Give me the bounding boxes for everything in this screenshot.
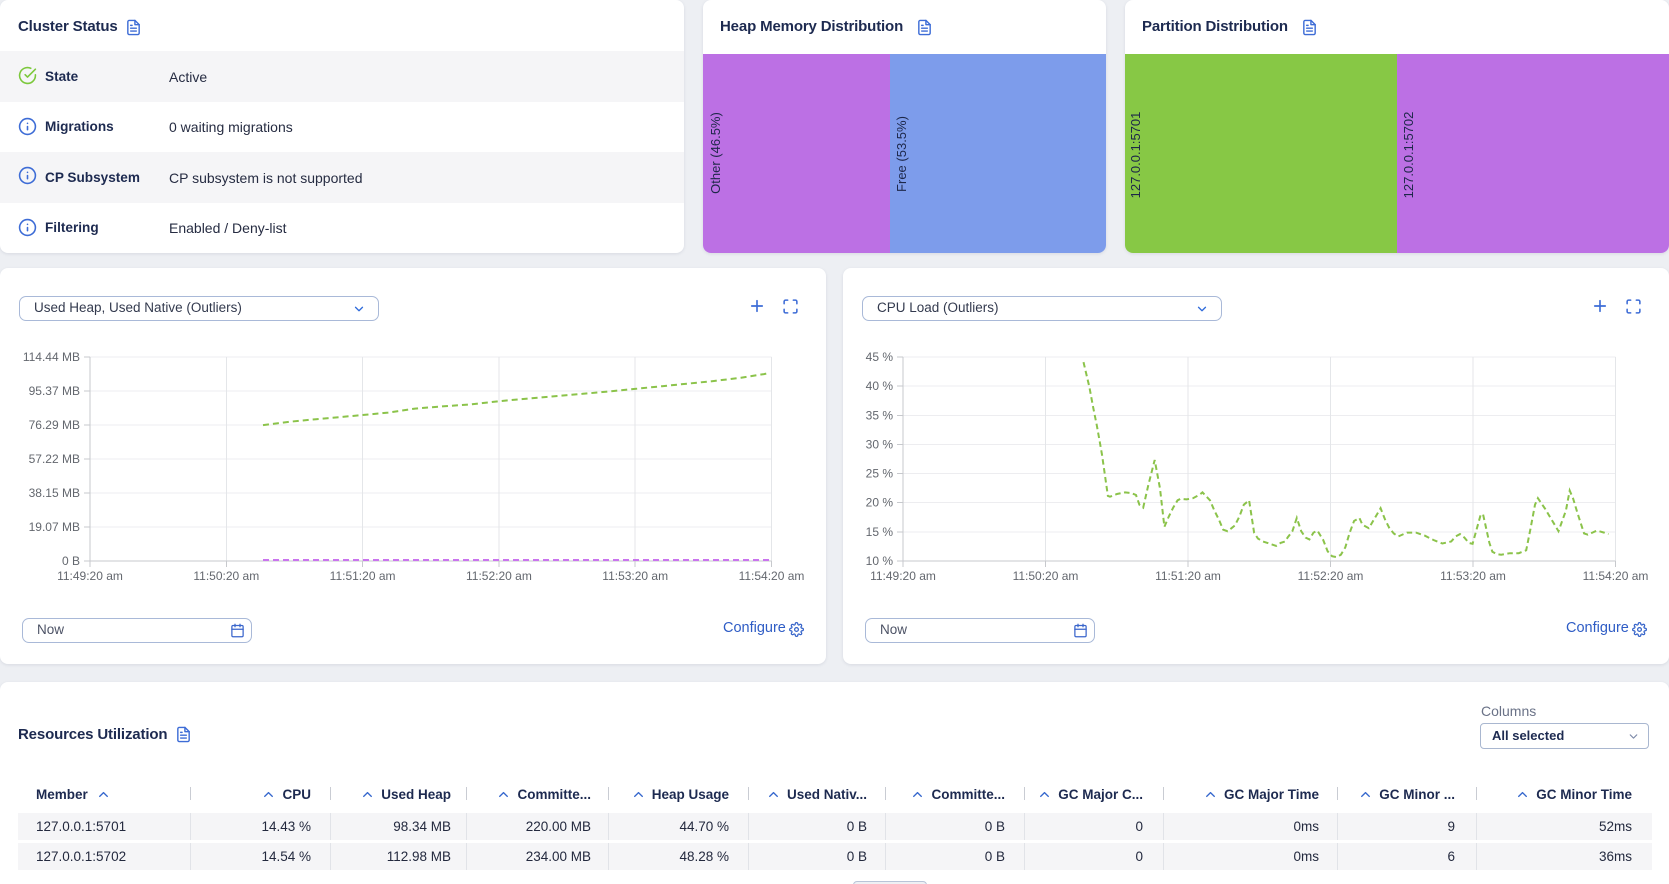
- svg-text:76.29 MB: 76.29 MB: [29, 418, 80, 432]
- svg-text:11:54:20 am: 11:54:20 am: [739, 569, 805, 583]
- svg-text:11:52:20 am: 11:52:20 am: [1298, 569, 1364, 583]
- svg-text:30 %: 30 %: [866, 437, 894, 451]
- svg-text:11:49:20 am: 11:49:20 am: [57, 569, 123, 583]
- svg-text:35 %: 35 %: [866, 408, 894, 422]
- svg-text:20 %: 20 %: [866, 496, 894, 510]
- svg-text:11:51:20 am: 11:51:20 am: [330, 569, 396, 583]
- svg-text:11:54:20 am: 11:54:20 am: [1583, 569, 1649, 583]
- svg-text:114.44 MB: 114.44 MB: [23, 350, 80, 364]
- svg-text:11:52:20 am: 11:52:20 am: [466, 569, 532, 583]
- svg-text:57.22 MB: 57.22 MB: [29, 452, 80, 466]
- svg-text:11:49:20 am: 11:49:20 am: [870, 569, 936, 583]
- svg-text:0 B: 0 B: [62, 554, 80, 568]
- svg-text:38.15 MB: 38.15 MB: [29, 486, 80, 500]
- svg-text:11:50:20 am: 11:50:20 am: [1013, 569, 1079, 583]
- svg-text:15 %: 15 %: [866, 525, 894, 539]
- svg-text:19.07 MB: 19.07 MB: [29, 520, 80, 534]
- svg-text:11:50:20 am: 11:50:20 am: [193, 569, 259, 583]
- svg-text:11:51:20 am: 11:51:20 am: [1155, 569, 1221, 583]
- svg-text:11:53:20 am: 11:53:20 am: [1440, 569, 1506, 583]
- svg-text:40 %: 40 %: [866, 379, 894, 393]
- svg-text:11:53:20 am: 11:53:20 am: [602, 569, 668, 583]
- svg-text:45 %: 45 %: [866, 350, 894, 364]
- svg-text:25 %: 25 %: [866, 467, 894, 481]
- svg-text:95.37 MB: 95.37 MB: [29, 384, 80, 398]
- svg-text:10 %: 10 %: [866, 554, 894, 568]
